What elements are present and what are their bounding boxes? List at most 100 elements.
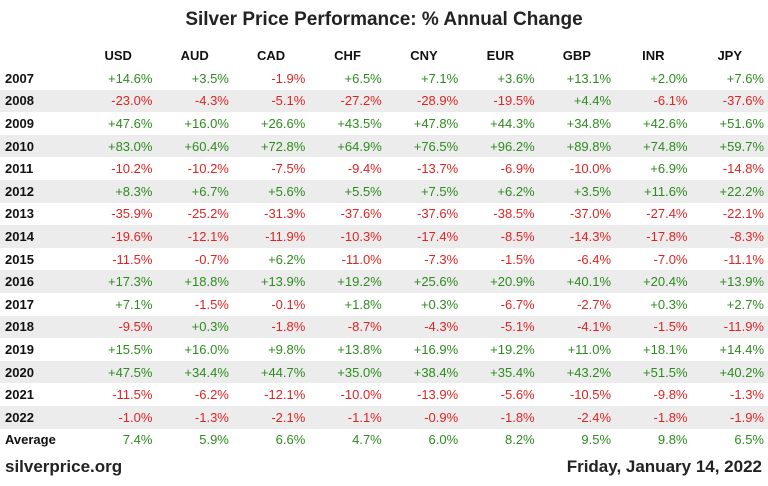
year-row: 2012 +8.3% +6.7% +5.6% +5.5% +7.5% +6.2% +3.5% +… <box>0 179 768 203</box>
value-cell: +20.4% <box>615 270 692 293</box>
year-row: 2016 +17.3% +18.8% +13.9% +19.2% +25.6% +20.9%… <box>0 270 768 293</box>
value-cell: -4.1% <box>538 315 616 339</box>
value-cell: -1.8% <box>615 405 692 429</box>
year-row: 2021 -11.5% -6.2% -12.1% -10.0% -13.9% -5.6% -1… <box>0 383 768 406</box>
value-cell: -9.5% <box>80 315 157 339</box>
row-label: 2007 <box>5 70 34 86</box>
row-label: 2017 <box>5 296 34 312</box>
value-cell: +76.5% <box>385 134 463 158</box>
value-cell: +51.5% <box>615 360 692 384</box>
value-cell: -12.1% <box>156 225 233 248</box>
value-cell: -13.7% <box>416 161 459 177</box>
value-cell: -10.5% <box>569 387 612 403</box>
value-cell: +18.1% <box>643 341 688 357</box>
value-cell: +6.5% <box>344 70 382 86</box>
value-cell: +14.6% <box>107 70 153 86</box>
corner-cell <box>0 43 80 67</box>
value-cell: +35.4% <box>462 360 539 384</box>
year-row: 2017 +7.1% -1.5% -0.1% +1.8% +0.3% -6.7% -2.7% +… <box>0 293 768 316</box>
value-cell: +96.2% <box>462 134 539 158</box>
value-cell: -8.5% <box>462 225 539 248</box>
value-cell: 6.0% <box>428 432 459 448</box>
value-cell: -8.3% <box>691 225 768 248</box>
value-cell: -6.7% <box>500 296 535 312</box>
value-cell: +20.9% <box>462 270 539 293</box>
value-cell: -10.0% <box>569 161 612 177</box>
value-cell: -35.9% <box>111 206 153 222</box>
value-cell: +42.6% <box>643 115 688 131</box>
value-cell: -11.9% <box>691 315 768 339</box>
value-cell: +5.6% <box>232 179 310 203</box>
value-cell: +43.2% <box>538 360 616 384</box>
value-cell: -31.3% <box>264 206 306 222</box>
value-cell: -5.1% <box>462 315 539 339</box>
row-label: Average <box>5 432 56 448</box>
column-header-cny: CNY <box>410 47 438 63</box>
value-cell: -5.1% <box>232 89 310 113</box>
value-cell: +47.6% <box>107 115 153 131</box>
average-row: Average 7.4% 5.9% 6.6% 4.7% 6.0% 8.2% 9.5% 9.8% 6… <box>0 429 768 452</box>
value-cell: -2.1% <box>232 405 310 429</box>
performance-table: USD AUD CAD CHF CNY EUR GBP INR JPY 2007… <box>0 43 768 451</box>
value-cell: -1.8% <box>462 405 539 429</box>
value-cell: +19.2% <box>309 270 386 293</box>
value-cell: -10.2% <box>111 161 153 177</box>
value-cell: -11.5% <box>112 387 153 403</box>
value-cell: +0.3% <box>650 296 688 312</box>
value-cell: -19.6% <box>80 225 157 248</box>
value-cell: +74.8% <box>615 134 692 158</box>
value-cell: -27.2% <box>309 89 386 113</box>
value-cell: -14.3% <box>538 225 616 248</box>
value-cell: -11.0% <box>341 251 382 267</box>
value-cell: +47.8% <box>413 115 459 131</box>
value-cell: -9.4% <box>347 161 382 177</box>
row-label: 2021 <box>5 387 34 403</box>
year-row: 2014 -19.6% -12.1% -11.9% -10.3% -17.4% -8.5% -… <box>0 225 768 248</box>
row-label: 2012 <box>0 179 80 203</box>
value-cell: +40.2% <box>691 360 768 384</box>
value-cell: -1.3% <box>730 387 764 403</box>
value-cell: -5.6% <box>500 387 535 403</box>
value-cell: -37.6% <box>416 206 459 222</box>
value-cell: -11.5% <box>112 251 153 267</box>
value-cell: -4.3% <box>156 89 233 113</box>
value-cell: +83.0% <box>80 134 157 158</box>
column-header-chf: CHF <box>334 47 361 63</box>
value-cell: +44.7% <box>232 360 310 384</box>
value-cell: +13.9% <box>232 270 310 293</box>
value-cell: -10.3% <box>309 225 386 248</box>
chart-title: Silver Price Performance: % Annual Chang… <box>185 9 583 30</box>
year-row: 2007 +14.6% +3.5% -1.9% +6.5% +7.1% +3.6% +13.1… <box>0 67 768 90</box>
value-cell: 9.5% <box>581 432 612 448</box>
value-cell: -10.2% <box>187 161 229 177</box>
value-cell: 5.9% <box>199 432 229 448</box>
value-cell: +8.3% <box>80 179 157 203</box>
value-cell: -9.8% <box>653 387 688 403</box>
value-cell: +2.0% <box>650 70 688 86</box>
value-cell: -38.5% <box>493 206 535 222</box>
year-row: 2009 +47.6% +16.0% +26.6% +43.5% +47.8% +44.3%… <box>0 112 768 135</box>
value-cell: -27.4% <box>646 206 688 222</box>
value-cell: 6.5% <box>734 432 764 448</box>
value-cell: +18.8% <box>156 270 233 293</box>
value-cell: +14.4% <box>719 341 764 357</box>
value-cell: -0.9% <box>385 405 463 429</box>
value-cell: +7.1% <box>115 296 153 312</box>
value-cell: +26.6% <box>260 115 306 131</box>
value-cell: +34.4% <box>156 360 233 384</box>
value-cell: -8.7% <box>309 315 386 339</box>
value-cell: +16.9% <box>413 341 459 357</box>
value-cell: -23.0% <box>80 89 157 113</box>
value-cell: +17.3% <box>80 270 157 293</box>
value-cell: +7.5% <box>385 179 463 203</box>
value-cell: +6.9% <box>650 161 688 177</box>
value-cell: 8.2% <box>504 432 535 448</box>
column-header-jpy: JPY <box>717 47 743 63</box>
value-cell: +16.0% <box>184 115 229 131</box>
value-cell: +2.7% <box>726 296 764 312</box>
value-cell: +22.2% <box>691 179 768 203</box>
value-cell: -6.2% <box>194 387 229 403</box>
value-cell: +44.3% <box>490 115 535 131</box>
column-header-cad: CAD <box>257 47 286 63</box>
column-header-inr: INR <box>642 47 665 63</box>
